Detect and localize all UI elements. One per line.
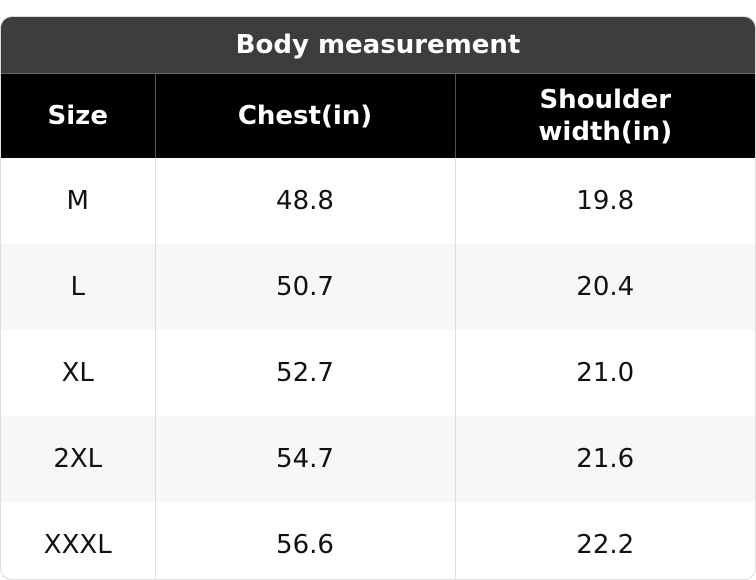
table-cell: 56.6 [154,502,455,579]
table-row: L 50.7 20.4 [1,244,755,330]
column-header: Chest(in) [154,74,455,158]
table-cell: 22.2 [454,502,755,579]
column-header: Shoulder width(in) [454,74,755,158]
table-cell: 21.6 [454,416,755,502]
column-header: Size [1,74,155,158]
table-title: Body measurement [1,17,755,74]
table-row: XL 52.7 21.0 [1,330,755,416]
header-row: Size Chest(in) Shoulder width(in) [1,74,755,158]
table-cell: 52.7 [154,330,455,416]
table-cell: 54.7 [154,416,455,502]
table-cell: 2XL [1,416,155,502]
table-cell: 20.4 [454,244,755,330]
table-cell: 48.8 [154,158,455,244]
size-table: Size Chest(in) Shoulder width(in) M 48.8 19.… [1,74,755,579]
table-cell: 21.0 [454,330,755,416]
table-cell: 19.8 [454,158,755,244]
table-row: XXXL 56.6 22.2 [1,502,755,579]
table-cell: XXXL [43,530,112,560]
table-cell: M [66,186,89,216]
table-cell: L [1,244,155,330]
table-row: M 48.8 19.8 [1,158,755,244]
table-cell: 50.7 [154,244,455,330]
table-body: M 48.8 19.8 L 50.7 20.4 XL 52.7 21.0 2XL 54.7 21.6 X… [1,158,755,579]
size-table-card: Body measurement Size Chest(in) Shoulder w… [0,16,756,580]
table-cell: XL [61,358,94,388]
table-row: 2XL 54.7 21.6 [1,416,755,502]
